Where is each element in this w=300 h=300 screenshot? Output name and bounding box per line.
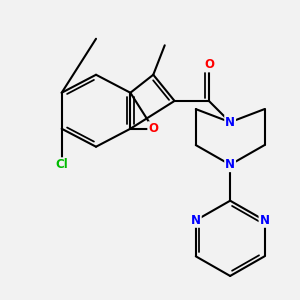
Text: O: O: [204, 58, 214, 71]
Text: N: N: [225, 116, 235, 129]
Text: N: N: [260, 214, 269, 227]
Text: Cl: Cl: [55, 158, 68, 171]
Text: N: N: [225, 158, 235, 171]
Text: O: O: [148, 122, 158, 135]
Text: N: N: [191, 214, 201, 227]
